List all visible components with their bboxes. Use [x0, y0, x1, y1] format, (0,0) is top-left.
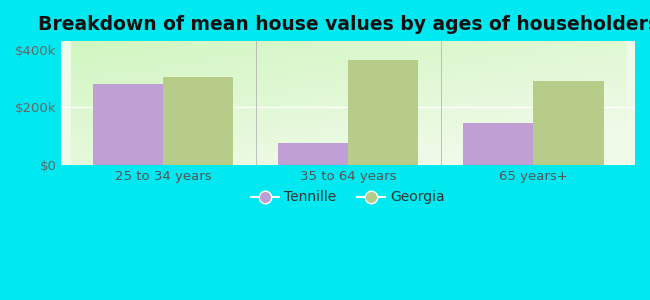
Bar — [463, 123, 533, 165]
Bar — [278, 143, 348, 165]
Legend: Tennille, Georgia: Tennille, Georgia — [246, 185, 451, 210]
Bar — [93, 84, 163, 165]
Title: Breakdown of mean house values by ages of householders: Breakdown of mean house values by ages o… — [38, 15, 650, 34]
Bar — [348, 60, 419, 165]
Bar — [163, 77, 233, 165]
Bar — [533, 81, 604, 165]
